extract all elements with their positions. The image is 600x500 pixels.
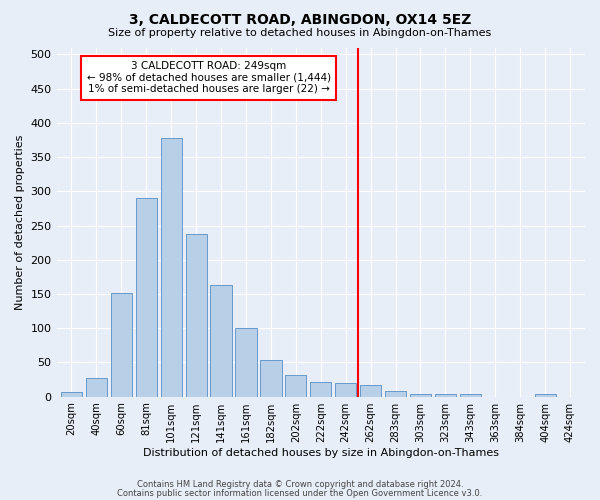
Bar (535, 394, 556, 396)
X-axis label: Distribution of detached houses by size in Abingdon-on-Thames: Distribution of detached houses by size … (143, 448, 499, 458)
Text: Contains public sector information licensed under the Open Government Licence v3: Contains public sector information licen… (118, 489, 482, 498)
Bar (285, 376, 307, 396)
Bar (185, 234, 207, 396)
Bar (360, 385, 381, 396)
Bar (111, 292, 132, 397)
Bar (161, 138, 182, 396)
Text: Contains HM Land Registry data © Crown copyright and database right 2024.: Contains HM Land Registry data © Crown c… (137, 480, 463, 489)
Bar (385, 390, 406, 396)
Bar (211, 285, 232, 397)
Bar (86, 378, 107, 396)
Y-axis label: Number of detached properties: Number of detached properties (15, 134, 25, 310)
Text: 3, CALDECOTT ROAD, ABINGDON, OX14 5EZ: 3, CALDECOTT ROAD, ABINGDON, OX14 5EZ (129, 12, 471, 26)
Bar (435, 394, 456, 396)
Text: 3 CALDECOTT ROAD: 249sqm
← 98% of detached houses are smaller (1,444)
1% of semi: 3 CALDECOTT ROAD: 249sqm ← 98% of detach… (86, 61, 331, 94)
Bar (335, 383, 356, 396)
Bar (410, 394, 431, 396)
Bar (260, 360, 281, 396)
Bar (235, 328, 257, 396)
Bar (61, 392, 82, 396)
Bar (310, 382, 331, 396)
Text: Size of property relative to detached houses in Abingdon-on-Thames: Size of property relative to detached ho… (109, 28, 491, 38)
Bar (460, 394, 481, 396)
Bar (136, 198, 157, 396)
